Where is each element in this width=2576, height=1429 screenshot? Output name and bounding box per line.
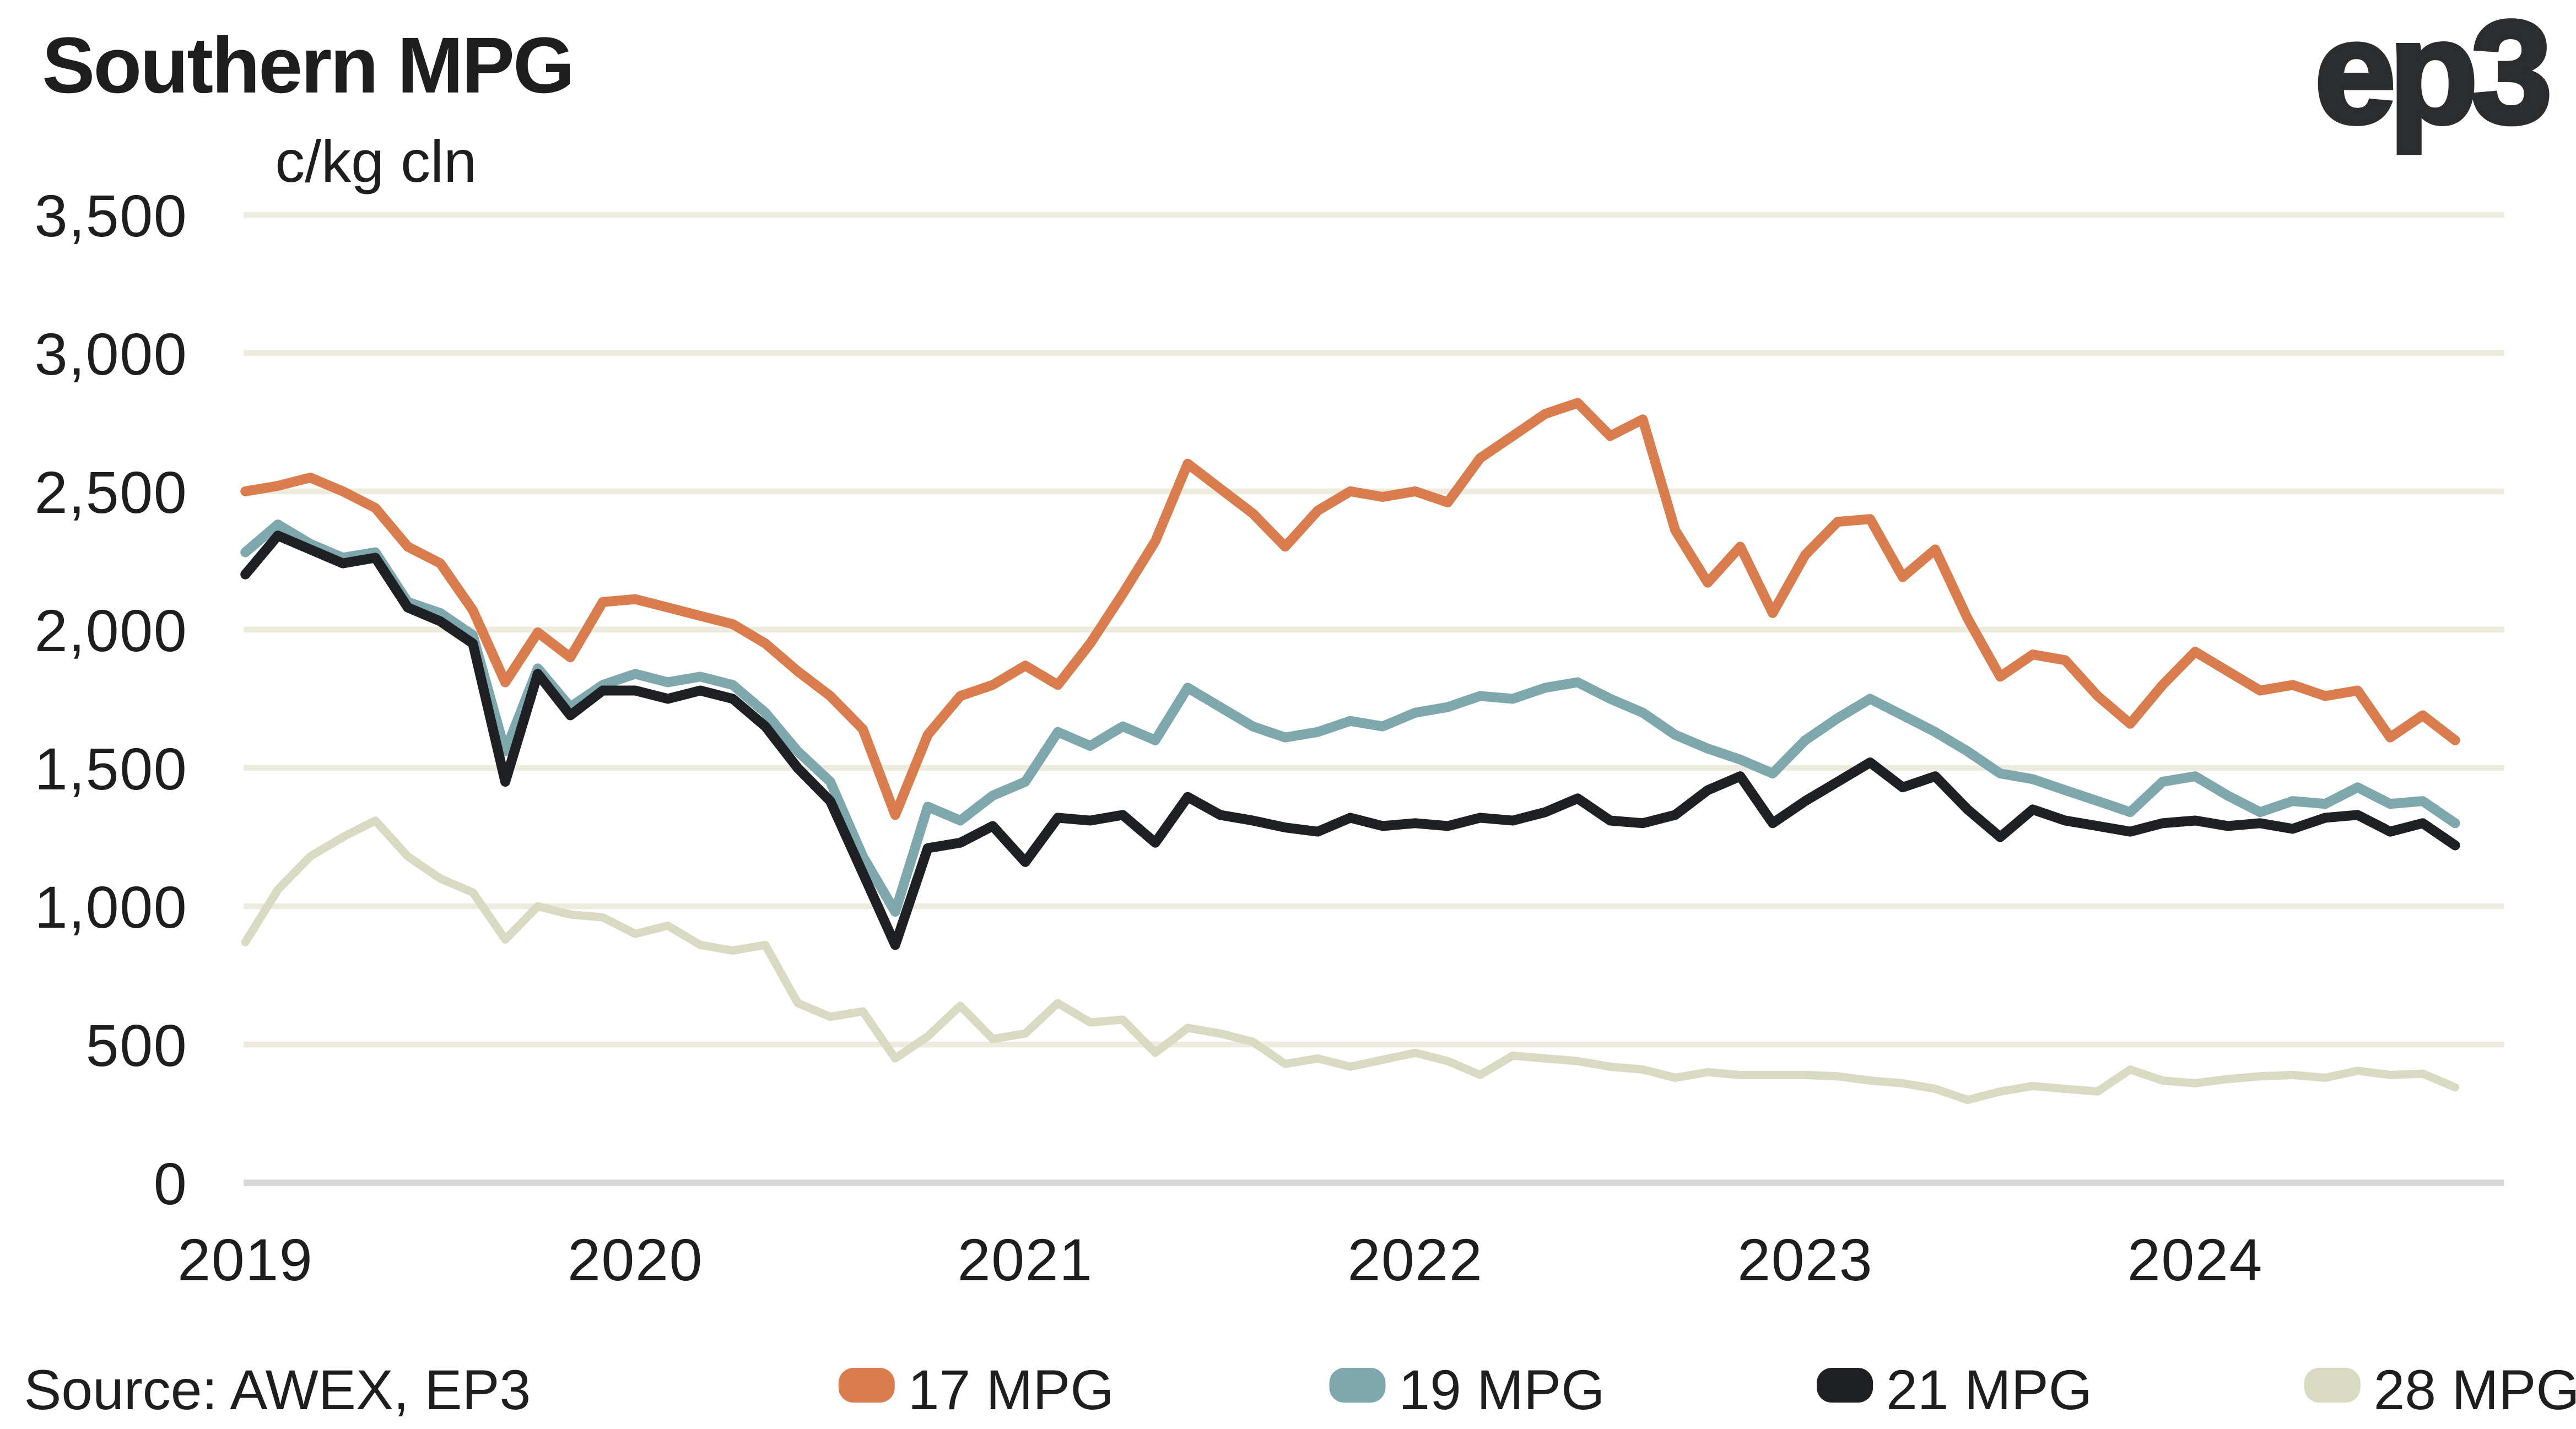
x-tick-label: 2021 [958, 1226, 1093, 1293]
legend-item: 17 MPG [838, 1358, 1114, 1421]
legend-swatch-19-mpg [1329, 1368, 1386, 1403]
y-tick-label: 2,000 [35, 597, 188, 664]
legend-label-28-mpg: 28 MPG [2374, 1358, 2576, 1421]
x-tick-label: 2022 [1347, 1226, 1483, 1293]
axis-unit-label: c/kg cln [275, 128, 477, 194]
legend-swatch-17-mpg [838, 1368, 895, 1403]
x-tick-label: 2020 [568, 1226, 703, 1293]
source-note: Source: AWEX, EP3 [24, 1358, 531, 1421]
legend-item: 21 MPG [1817, 1358, 2092, 1421]
y-tick-label: 1,000 [35, 874, 188, 940]
legend-label-17-mpg: 17 MPG [908, 1358, 1114, 1421]
legend-swatch-21-mpg [1817, 1368, 1873, 1403]
y-tick-label: 0 [154, 1150, 188, 1217]
legend-item: 19 MPG [1329, 1358, 1605, 1421]
legend-swatch-28-mpg [2304, 1368, 2361, 1403]
x-axis-labels: 2019 2020 2021 2022 2023 2024 [177, 1226, 2263, 1293]
y-tick-label: 3,500 [35, 182, 188, 249]
legend-item: 28 MPG [2304, 1358, 2576, 1421]
x-tick-label: 2023 [1737, 1226, 1873, 1293]
legend-label-21-mpg: 21 MPG [1886, 1358, 2092, 1421]
y-tick-label: 3,000 [35, 321, 188, 387]
ep3-logo: ep3 [2315, 0, 2548, 154]
y-tick-label: 1,500 [35, 735, 188, 802]
legend: 17 MPG 19 MPG 21 MPG 28 MPG [838, 1358, 2576, 1421]
x-tick-label: 2024 [2127, 1226, 2263, 1293]
series-line-17-mpg [240, 398, 2460, 820]
y-tick-label: 2,500 [35, 459, 188, 526]
x-tick-label: 2019 [177, 1226, 313, 1293]
legend-label-19-mpg: 19 MPG [1398, 1358, 1605, 1421]
y-tick-label: 500 [86, 1012, 188, 1079]
y-axis-labels: 0 500 1,000 1,500 2,000 2,500 3,000 3,500 [35, 182, 188, 1217]
series-line-28-mpg [241, 816, 2460, 1105]
page-title: Southern MPG [42, 21, 573, 110]
series-line-21-mpg [240, 531, 2460, 950]
series-line-19-mpg [240, 519, 2460, 917]
series-lines [240, 398, 2460, 1105]
